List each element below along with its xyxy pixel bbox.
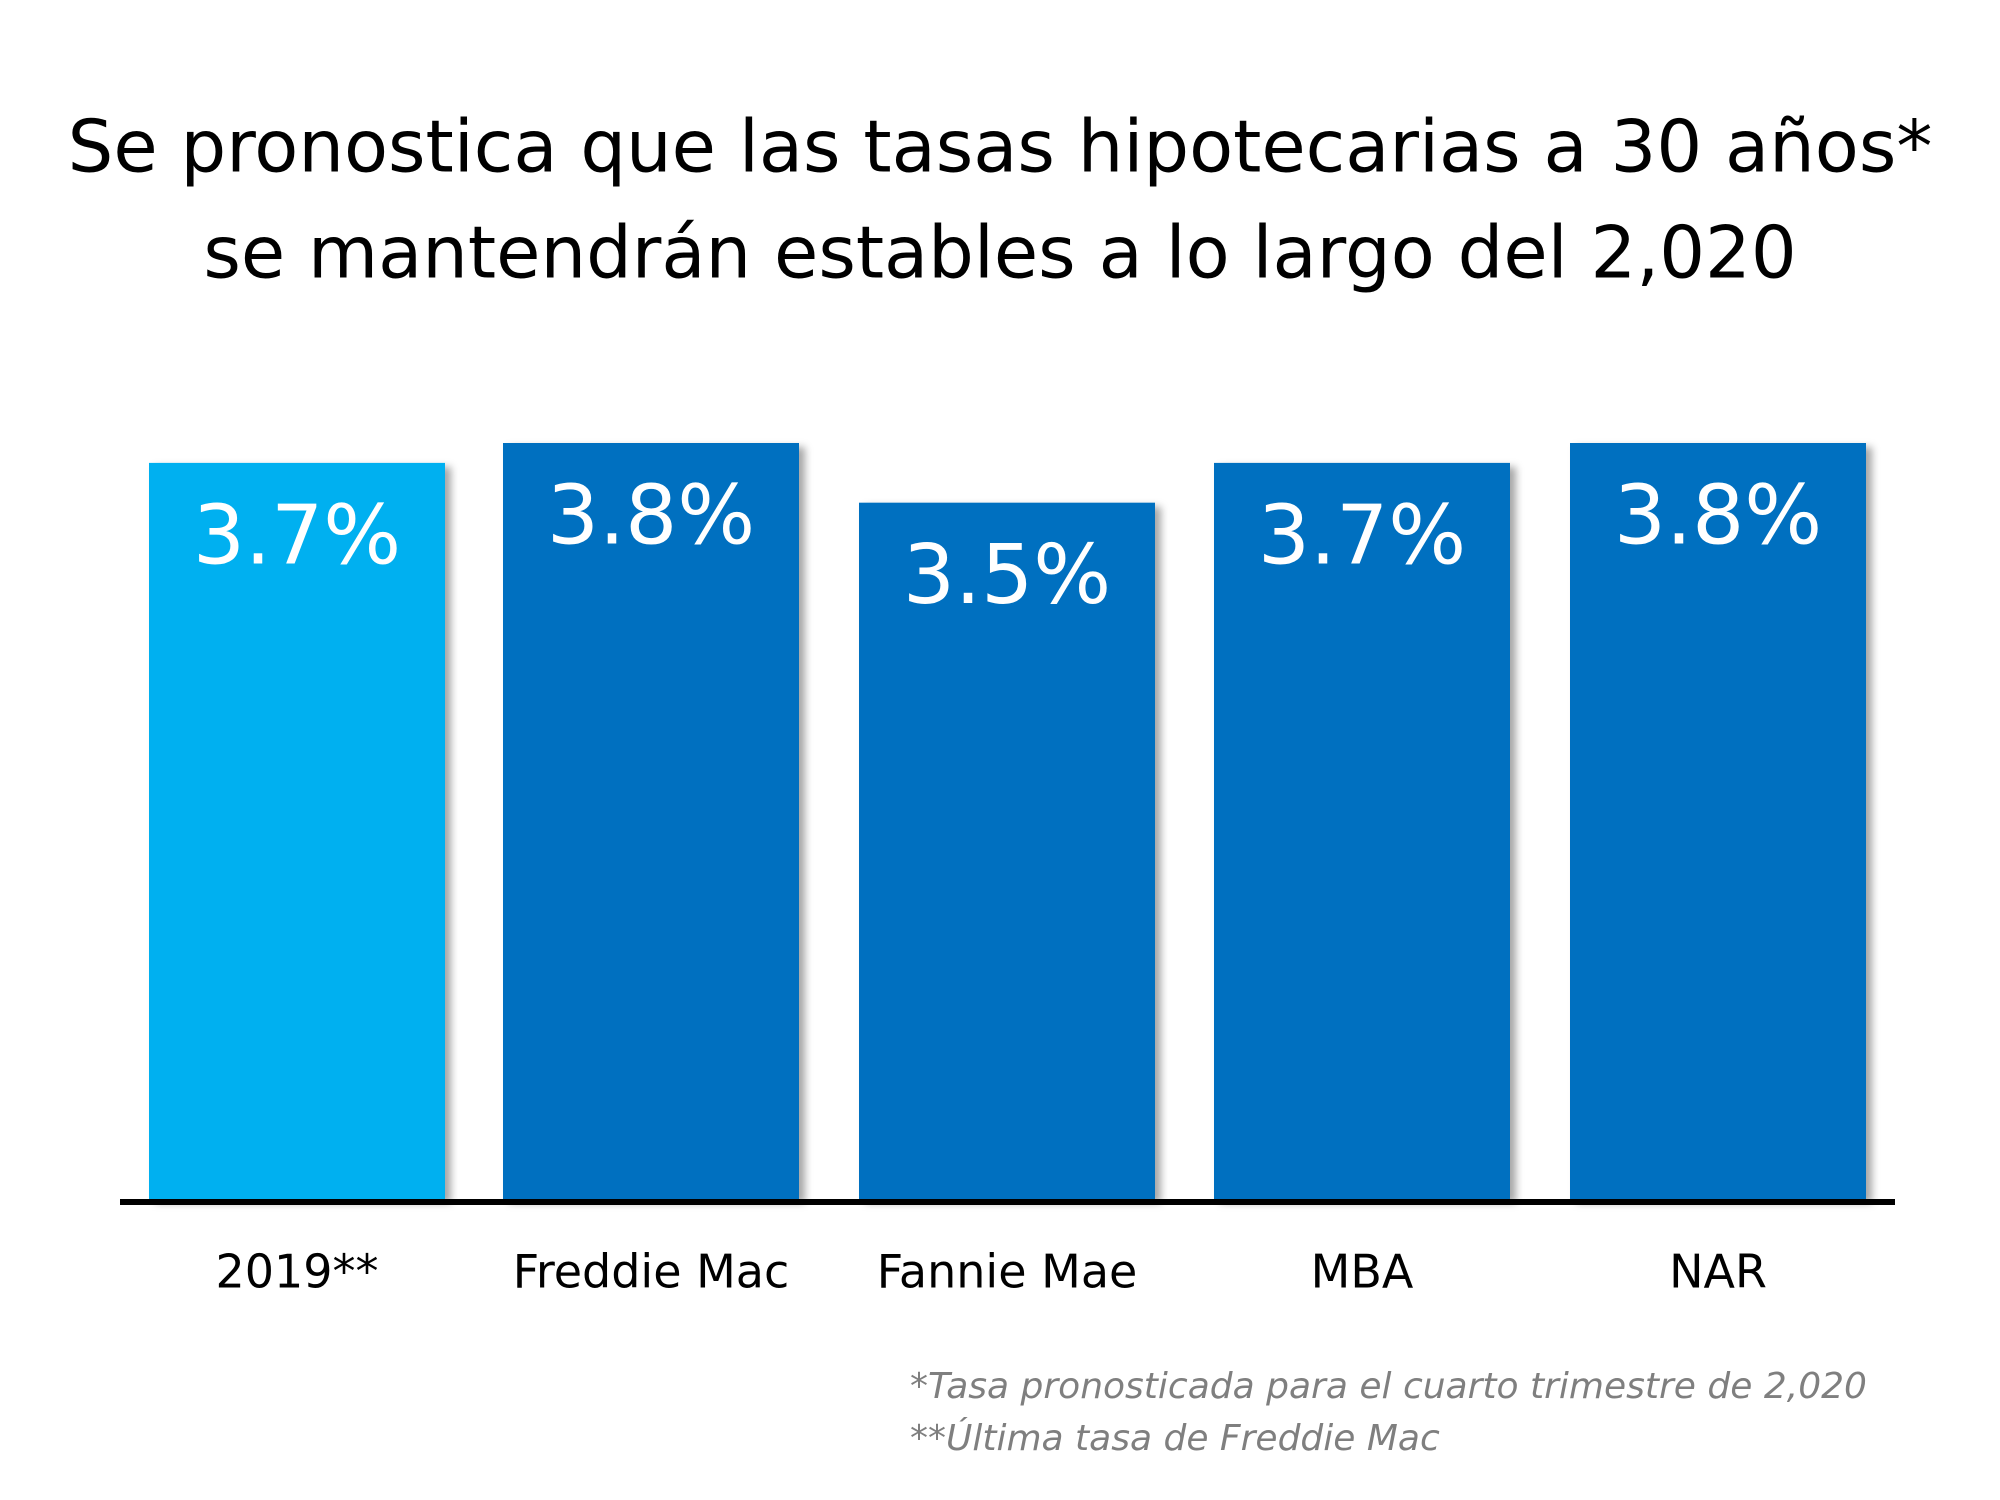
value-label: 3.8%	[547, 468, 755, 563]
x-tick-label: Fannie Mae	[877, 1245, 1138, 1299]
value-label: 3.5%	[903, 528, 1111, 623]
x-tick-label: NAR	[1669, 1245, 1767, 1299]
value-label: 3.7%	[1258, 488, 1466, 583]
value-label: 3.7%	[193, 488, 401, 583]
bar	[149, 462, 445, 1199]
value-label: 3.8%	[1614, 468, 1822, 563]
x-tick-label: MBA	[1311, 1245, 1414, 1299]
x-tick-label: 2019**	[215, 1245, 378, 1299]
bar	[503, 443, 799, 1199]
chart-title: se mantendrán estables a lo largo del 2,…	[203, 211, 1796, 295]
footnote: **Última tasa de Freddie Mac	[910, 1417, 1440, 1459]
bar	[1214, 462, 1510, 1199]
bar	[1570, 443, 1866, 1199]
footnote: *Tasa pronosticada para el cuarto trimes…	[910, 1366, 1867, 1407]
x-tick-label: Freddie Mac	[513, 1245, 790, 1299]
chart-title: Se pronostica que las tasas hipotecarias…	[68, 105, 1933, 189]
bar	[859, 502, 1155, 1199]
